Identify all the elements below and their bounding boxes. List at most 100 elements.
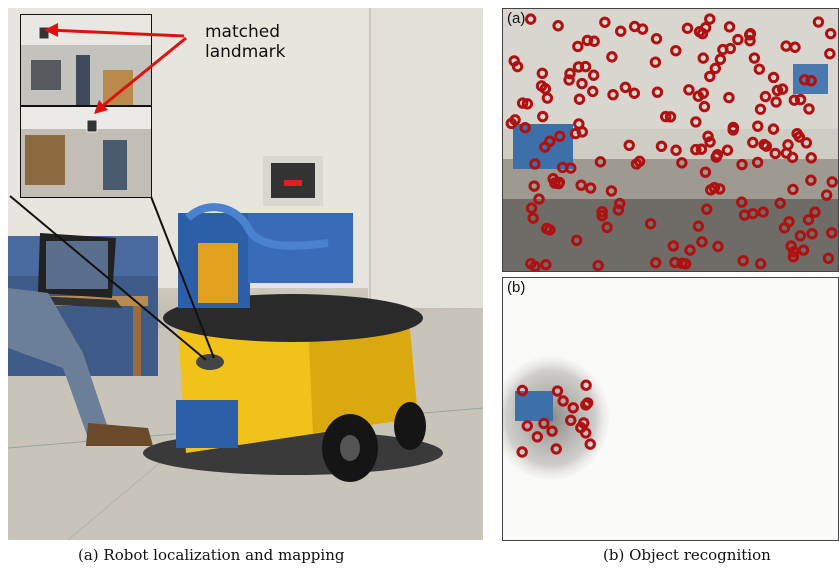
keypoint-marker bbox=[554, 130, 566, 142]
keypoint-marker bbox=[584, 438, 596, 450]
keypoint-marker bbox=[525, 257, 537, 270]
keypoint-marker bbox=[596, 205, 608, 218]
keypoint-marker bbox=[557, 395, 569, 407]
keypoint-marker bbox=[770, 96, 782, 108]
keypoint-marker bbox=[793, 131, 806, 143]
keypoint-marker bbox=[614, 197, 626, 210]
robot-photo: matched landmark bbox=[8, 8, 483, 540]
keypoint-marker bbox=[782, 139, 794, 151]
keypoint-marker bbox=[539, 83, 552, 95]
keypoint-marker bbox=[516, 446, 528, 458]
matched-landmark-label: matched landmark bbox=[205, 22, 286, 62]
keypoint-marker bbox=[712, 240, 724, 253]
keypoint-marker bbox=[692, 220, 705, 232]
keypoint-marker bbox=[539, 141, 551, 153]
keypoints-scene-panel: (a) bbox=[502, 8, 839, 272]
keypoint-marker bbox=[754, 103, 767, 115]
keypoint-marker bbox=[556, 161, 569, 174]
keypoint-marker bbox=[563, 74, 575, 86]
keypoint-marker bbox=[655, 140, 668, 152]
keypoint-marker bbox=[809, 206, 821, 218]
matched-landmark-arrows bbox=[44, 23, 187, 114]
keypoint-marker bbox=[516, 97, 529, 109]
keypoint-marker bbox=[651, 86, 664, 98]
keypoint-marker bbox=[723, 21, 736, 33]
keypoint-marker bbox=[669, 256, 681, 269]
keypoint-marker bbox=[717, 43, 729, 56]
keypoint-marker bbox=[797, 244, 810, 256]
keypoint-marker bbox=[684, 244, 696, 256]
keypoint-marker bbox=[630, 158, 643, 170]
keypoint-marker bbox=[723, 91, 735, 104]
keypoint-marker bbox=[573, 93, 586, 105]
keypoint-marker bbox=[531, 431, 544, 443]
keypoint-marker bbox=[789, 41, 801, 53]
keypoint-marker bbox=[701, 203, 713, 215]
keypoint-marker bbox=[732, 33, 744, 46]
keypoint-marker bbox=[751, 156, 764, 169]
keypoint-marker bbox=[794, 93, 807, 106]
keypoint-marker bbox=[753, 63, 766, 75]
keypoint-marker bbox=[769, 147, 781, 160]
keypoint-marker bbox=[824, 47, 836, 60]
keypoint-marker bbox=[601, 221, 613, 234]
keypoint-marker bbox=[794, 230, 807, 242]
keypoint-marker bbox=[581, 34, 594, 47]
matched-keypoint-markers bbox=[516, 379, 596, 458]
caption-a: (a) Robot localization and mapping bbox=[78, 546, 345, 564]
keypoint-marker bbox=[636, 23, 649, 35]
keypoint-marker bbox=[754, 258, 767, 270]
keypoint-marker bbox=[788, 94, 801, 106]
keypoint-marker bbox=[525, 202, 538, 214]
keypoint-marker bbox=[776, 83, 789, 95]
keypoint-marker bbox=[767, 71, 780, 84]
keypoint-marker bbox=[721, 144, 734, 156]
keypoint-marker bbox=[572, 40, 584, 53]
keypoint-marker bbox=[529, 158, 541, 170]
keypoint-marker bbox=[650, 33, 663, 45]
keypoint-marker bbox=[798, 74, 811, 86]
keypoint-marker bbox=[822, 252, 835, 265]
keypoint-marker bbox=[528, 180, 540, 192]
keypoint-marker bbox=[599, 16, 611, 28]
keypoint-marker bbox=[803, 103, 815, 115]
keypoint-marker bbox=[587, 85, 599, 98]
keypoint-marker bbox=[709, 62, 722, 75]
keypoint-marker bbox=[628, 87, 641, 99]
object-recognition-panel: (b) bbox=[502, 277, 839, 541]
keypoint-marker bbox=[511, 60, 524, 73]
keypoint-marker bbox=[736, 158, 748, 171]
keypoints-scene bbox=[503, 9, 838, 271]
keypoint-marker bbox=[667, 240, 679, 252]
keypoint-marker bbox=[580, 379, 592, 391]
keypoint-marker bbox=[690, 116, 702, 128]
keypoint-marker bbox=[540, 258, 552, 271]
keypoint-marker bbox=[699, 166, 712, 178]
keypoint-marker bbox=[576, 77, 588, 90]
keypoint-marker bbox=[699, 21, 712, 34]
keypoint-marker bbox=[760, 140, 773, 152]
keypoint-marker bbox=[533, 193, 545, 205]
keypoint-marker bbox=[527, 212, 539, 224]
keypoint-marker bbox=[748, 52, 761, 64]
keypoint-marker bbox=[759, 90, 772, 103]
keypoint-marker bbox=[519, 122, 531, 134]
keypoint-marker bbox=[695, 143, 708, 155]
keypoint-marker bbox=[704, 13, 716, 25]
panel-b-label: (b) bbox=[507, 279, 526, 296]
caption-b: (b) Object recognition bbox=[603, 546, 771, 564]
keypoint-marker bbox=[676, 157, 688, 169]
keypoint-marker bbox=[805, 152, 817, 164]
keypoint-marker bbox=[644, 218, 657, 230]
keypoint-marker bbox=[704, 136, 716, 148]
keypoint-marker bbox=[670, 44, 682, 57]
keypoint-marker bbox=[704, 70, 716, 83]
keypoint-marker bbox=[649, 56, 662, 68]
keypoint-marker bbox=[820, 189, 833, 201]
keypoint-marker bbox=[800, 137, 813, 149]
keypoint-marker bbox=[805, 74, 817, 87]
keypoint-marker bbox=[826, 176, 838, 188]
keypoint-marker bbox=[747, 136, 759, 149]
keypoint-marker bbox=[697, 52, 709, 64]
keypoint-marker bbox=[584, 182, 597, 194]
